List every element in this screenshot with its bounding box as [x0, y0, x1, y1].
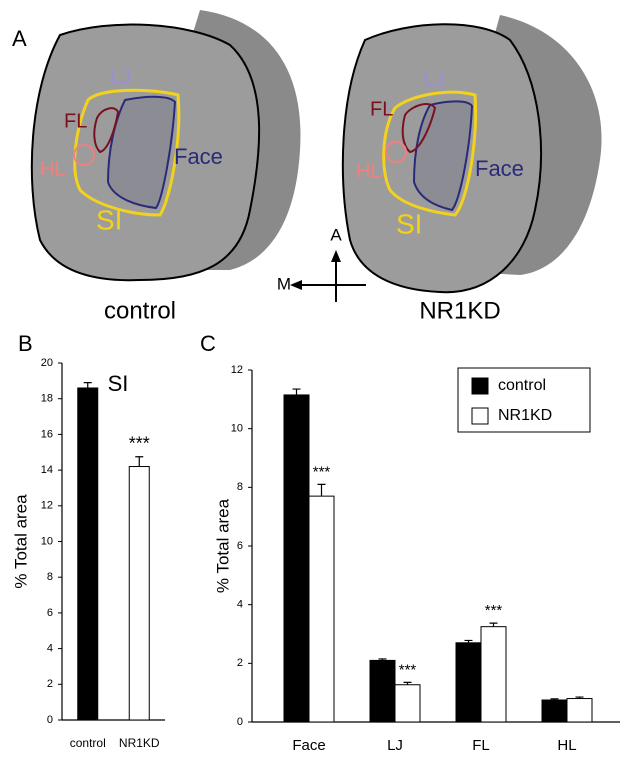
error-bar	[464, 639, 473, 643]
bar	[455, 642, 482, 723]
error-bar	[83, 382, 92, 388]
legend-label: NR1KD	[498, 407, 552, 424]
y-tick-label: 2	[237, 657, 243, 669]
y-tick-label: 6	[47, 607, 53, 619]
region-label: LJ	[424, 68, 445, 90]
x-tick-label: HL	[557, 737, 576, 754]
chart-title: SI	[108, 371, 129, 396]
panel-label: C	[200, 331, 216, 356]
legend-swatch	[471, 407, 489, 425]
region-label: SI	[396, 208, 422, 239]
y-tick-label: 0	[47, 714, 53, 726]
y-tick-label: 2	[47, 678, 53, 690]
y-tick-label: 4	[47, 643, 53, 655]
panel-label: A	[12, 26, 27, 51]
region-label: Face	[475, 156, 524, 181]
x-tick-label: Face	[292, 737, 325, 754]
x-tick-label: control	[70, 736, 106, 750]
bar	[480, 626, 507, 723]
y-tick-label: 8	[47, 571, 53, 583]
error-bar	[550, 698, 559, 700]
bar	[283, 394, 310, 723]
y-tick-label: 16	[41, 428, 53, 440]
error-bar	[378, 658, 387, 661]
caption: control	[104, 297, 176, 324]
region-label: FL	[64, 110, 87, 132]
error-bar	[292, 388, 301, 395]
brain-section-control	[30, 10, 301, 282]
bar	[566, 698, 593, 723]
y-tick-label: 20	[41, 357, 53, 369]
error-bar	[317, 483, 326, 497]
y-tick-label: 14	[41, 464, 53, 476]
region-label: HL	[356, 160, 382, 182]
error-bar	[135, 456, 144, 467]
y-tick-label: 12	[231, 364, 243, 376]
significance-label: ***	[399, 661, 417, 678]
bar	[541, 699, 568, 723]
error-bar	[575, 696, 584, 699]
bar	[77, 387, 99, 721]
region-label: FL	[370, 98, 393, 120]
region-label: SI	[96, 204, 122, 235]
legend-swatch	[471, 377, 489, 395]
bar	[128, 466, 150, 721]
compass-label: A	[330, 225, 342, 244]
x-tick-label: NR1KD	[119, 736, 160, 750]
y-axis-label: % Total area	[11, 494, 30, 589]
error-bar	[403, 681, 412, 685]
x-tick-label: LJ	[387, 737, 403, 754]
region-label: LJ	[110, 66, 131, 88]
bar	[308, 495, 335, 723]
y-tick-label: 8	[237, 481, 243, 493]
bar	[394, 684, 421, 723]
error-bar	[489, 622, 498, 627]
legend-label: control	[498, 377, 546, 394]
region-label: Face	[174, 144, 223, 169]
y-axis-label: % Total area	[213, 498, 232, 593]
y-tick-label: 10	[231, 423, 243, 435]
x-tick-label: FL	[472, 737, 490, 754]
compass-label: M	[277, 274, 291, 293]
significance-label: ***	[313, 463, 331, 480]
brain-section-nr1kd	[341, 15, 602, 294]
significance-label: ***	[485, 602, 503, 619]
compass	[290, 250, 366, 302]
caption: NR1KD	[419, 297, 500, 324]
y-tick-label: 18	[41, 393, 53, 405]
region-label: HL	[40, 158, 66, 180]
y-tick-label: 12	[41, 500, 53, 512]
y-tick-label: 6	[237, 540, 243, 552]
bar	[369, 659, 396, 723]
significance-label: ***	[129, 433, 150, 453]
y-tick-label: 0	[237, 716, 243, 728]
y-tick-label: 10	[41, 535, 53, 547]
panel-label: B	[18, 331, 33, 356]
y-tick-label: 4	[237, 599, 243, 611]
